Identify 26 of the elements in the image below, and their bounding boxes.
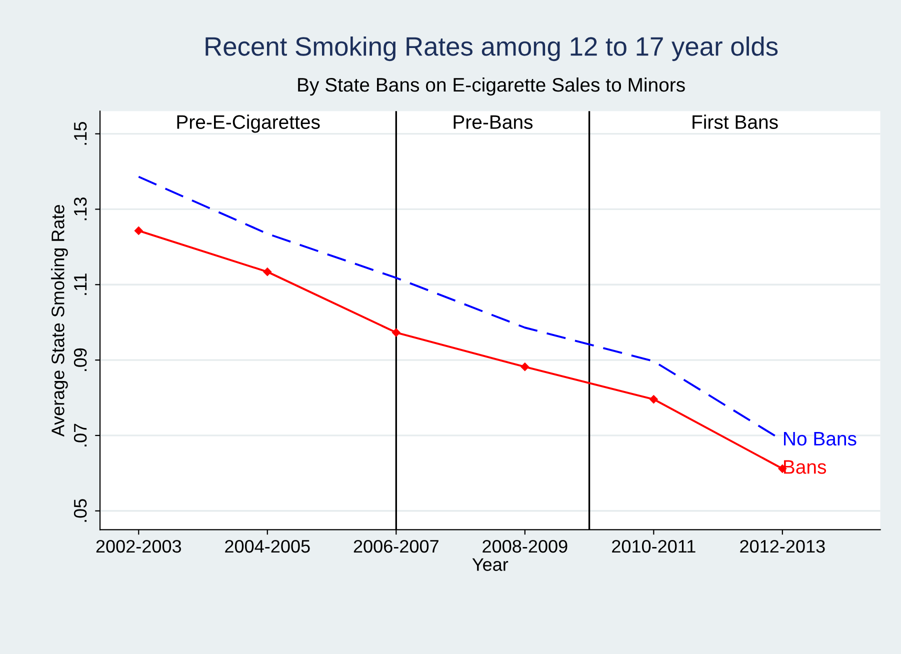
series-label: Bans [784, 460, 826, 474]
x-tick-label: 2004-2005 [225, 540, 310, 553]
annotation: Pre-E-Cigarettes [177, 114, 320, 133]
y-tick-label: .07 [74, 424, 87, 446]
annotation: Pre-Bans [454, 115, 533, 129]
y-tick-label: .09 [74, 348, 87, 371]
x-tick-label: 2008-2009 [482, 540, 568, 553]
point [650, 395, 658, 404]
chart-title: Recent Smoking Rates among 12 to 17 year olds [206, 36, 778, 62]
point [392, 328, 400, 337]
x-tick-label: 2010-2011 [612, 540, 696, 553]
annotation: First Bans [692, 114, 778, 129]
x-tick-label: 2002-2003 [96, 540, 182, 553]
y-tick-label: .05 [74, 499, 87, 522]
y-axis-title: Average State Smoking Rate [51, 204, 68, 437]
x-axis-title: Year [472, 558, 508, 571]
chart-subtitle: By State Bans on E-cigarette Sales to Minors [298, 77, 685, 96]
point [520, 362, 530, 371]
y-tick-label: .15 [74, 122, 87, 145]
x-tick-label: 2012-2013 [740, 540, 825, 553]
y-tick-label: .11 [74, 274, 87, 295]
point [134, 226, 143, 235]
y-tick-label: .13 [74, 197, 87, 220]
point [263, 268, 272, 276]
x-tick-label: 2006-2007 [354, 540, 438, 553]
series-label: No Bans [784, 432, 856, 446]
